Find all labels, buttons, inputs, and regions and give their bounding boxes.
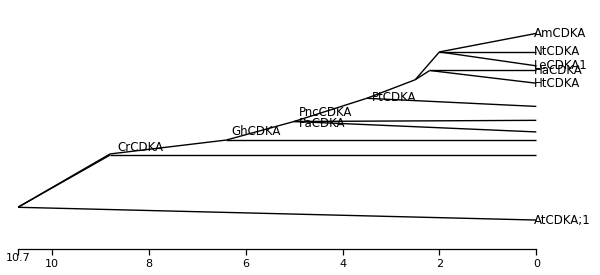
- Text: GhCDKA: GhCDKA: [231, 125, 280, 138]
- Text: HtCDKA: HtCDKA: [534, 77, 580, 90]
- Text: 10.7: 10.7: [5, 253, 31, 263]
- Text: PaCDKA: PaCDKA: [299, 117, 346, 130]
- Text: AtCDKA;1: AtCDKA;1: [534, 214, 590, 227]
- Text: HaCDKA: HaCDKA: [534, 64, 583, 77]
- Text: PncCDKA: PncCDKA: [299, 106, 352, 119]
- Text: CrCDKA: CrCDKA: [117, 141, 163, 154]
- Text: PtCDKA: PtCDKA: [371, 91, 416, 104]
- Text: AmCDKA: AmCDKA: [534, 27, 586, 40]
- Text: NtCDKA: NtCDKA: [534, 45, 580, 58]
- Text: LeCDKA1: LeCDKA1: [534, 59, 587, 72]
